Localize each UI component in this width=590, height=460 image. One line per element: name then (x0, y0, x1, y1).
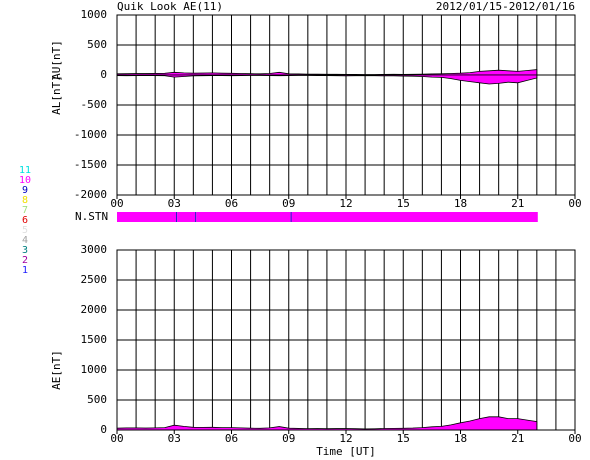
title: Quik Look AE(11) (117, 0, 223, 13)
x-tick-label: 21 (511, 432, 524, 445)
x-tick-label: 00 (110, 432, 123, 445)
y-tick-label: 500 (87, 38, 107, 51)
x-tick-label: 06 (225, 432, 238, 445)
station-legend-label: 6 (22, 215, 28, 226)
station-legend-label: 1 (22, 265, 28, 276)
x-tick-label: 00 (110, 197, 123, 210)
station-legend-label: 3 (22, 245, 28, 256)
station-legend-label: 9 (22, 185, 28, 196)
y-axis-label: AU[nT] (50, 40, 63, 80)
station-legend-label: 2 (22, 255, 28, 266)
y-tick-label: 1500 (81, 333, 108, 346)
plot-frame (116, 249, 576, 431)
y-tick-label: 3000 (81, 243, 108, 256)
y-tick-label: -1500 (74, 158, 107, 171)
station-segment (176, 212, 178, 222)
station-legend-label: 10 (19, 175, 31, 186)
station-segment (291, 212, 538, 222)
station-legend-label: 7 (22, 205, 28, 216)
stations-label: N.STN (75, 210, 108, 223)
x-tick-label: 15 (397, 432, 410, 445)
y-axis-label-2: AL[nT] (50, 75, 63, 115)
x-tick-label: 00 (568, 197, 581, 210)
y-tick-label: 0 (100, 423, 107, 436)
station-segment (177, 212, 196, 222)
y-tick-label: 2000 (81, 303, 108, 316)
x-tick-label: 18 (454, 197, 467, 210)
x-tick-label: 18 (454, 432, 467, 445)
y-tick-label: -1000 (74, 128, 107, 141)
y-axis-label: AE[nT] (50, 350, 63, 390)
station-legend-label: 8 (22, 195, 28, 206)
y-tick-label: 1000 (81, 8, 108, 21)
y-tick-label: 500 (87, 393, 107, 406)
y-tick-label: 2500 (81, 273, 108, 286)
series-area (116, 74, 538, 85)
station-legend-label: 4 (22, 235, 28, 246)
plot-frame (116, 14, 576, 196)
station-segment (290, 212, 292, 222)
x-axis-label: Time [UT] (316, 445, 376, 458)
series-area (116, 416, 538, 431)
y-tick-label: -500 (81, 98, 108, 111)
x-tick-label: 12 (339, 197, 352, 210)
y-tick-label: -2000 (74, 188, 107, 201)
y-tick-label: 1000 (81, 363, 108, 376)
x-tick-label: 09 (282, 432, 295, 445)
x-tick-label: 09 (282, 197, 295, 210)
x-tick-label: 15 (397, 197, 410, 210)
x-tick-label: 00 (568, 432, 581, 445)
date-range: 2012/01/15-2012/01/16 (436, 0, 575, 13)
x-tick-label: 12 (339, 432, 352, 445)
y-tick-label: 0 (100, 68, 107, 81)
x-tick-label: 06 (225, 197, 238, 210)
series-area (116, 69, 538, 76)
station-legend-label: 11 (19, 165, 31, 176)
x-tick-label: 03 (168, 197, 181, 210)
station-segment (196, 212, 291, 222)
x-tick-label: 21 (511, 197, 524, 210)
station-segment (117, 212, 177, 222)
x-tick-label: 03 (168, 432, 181, 445)
station-segment (195, 212, 197, 222)
station-legend-label: 5 (22, 225, 28, 236)
